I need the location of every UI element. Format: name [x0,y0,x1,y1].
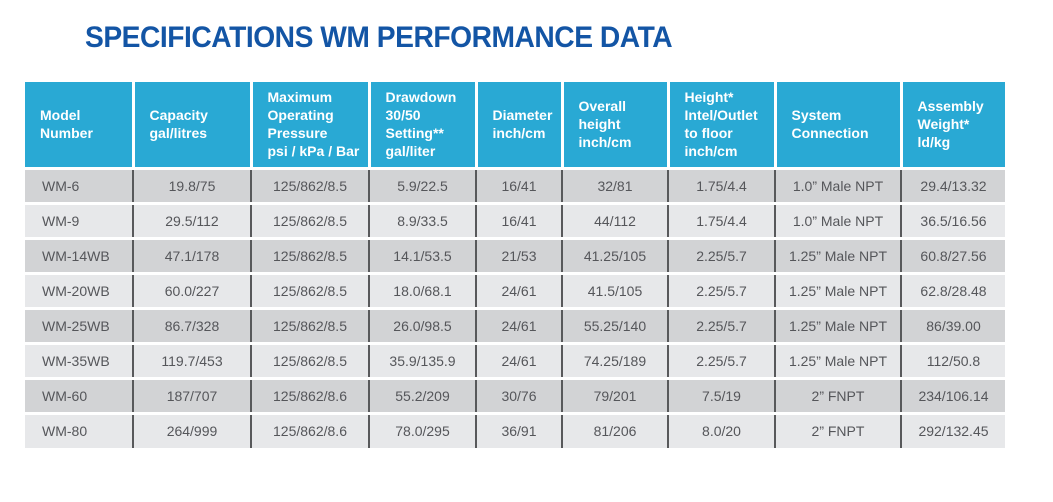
table-cell: 30/76 [475,376,562,413]
table-cell: 2” FNPT [774,411,901,448]
table-cell: 1.25” Male NPT [774,271,901,308]
model-number-cell: WM-20WB [25,271,133,308]
table-cell: 55.2/209 [368,376,476,413]
table-cell: 21/53 [475,236,562,273]
table-cell: 2.25/5.7 [667,236,775,273]
table-cell: 29.5/112 [132,201,251,238]
column-header: Overall height inch/cm [560,82,668,168]
table-cell: 35.9/135.9 [368,341,476,378]
table-cell: 125/862/8.6 [250,376,369,413]
model-number-cell: WM-25WB [25,306,133,343]
table-row: WM-6 19.8/75 125/862/8.5 5.9/22.5 16/41 32/81… [25,166,1005,203]
table-cell: 125/862/8.5 [250,341,369,378]
table-cell: 2” FNPT [774,376,901,413]
model-number-cell: WM-9 [25,201,133,238]
table-cell: 2.25/5.7 [667,271,775,308]
table-row: WM-9 29.5/112 125/862/8.5 8.9/33.5 16/41 44/1… [25,201,1005,238]
table-cell: 112/50.8 [900,341,1005,378]
table-cell: 86.7/328 [132,306,251,343]
table-cell: 5.9/22.5 [368,166,476,203]
table-cell: 24/61 [475,271,562,308]
table-cell: 125/862/8.5 [250,201,369,238]
table-cell: 1.25” Male NPT [774,306,901,343]
table-cell: 79/201 [561,376,668,413]
table-cell: 60.0/227 [132,271,251,308]
model-number-cell: WM-60 [25,376,133,413]
table-cell: 62.8/28.48 [900,271,1005,308]
table-cell: 8.0/20 [667,411,775,448]
table-cell: 125/862/8.5 [250,236,369,273]
table-row: WM-35WB 119.7/453 125/862/8.5 35.9/135.9 24/… [25,341,1005,378]
table-cell: 1.25” Male NPT [774,341,901,378]
table-cell: 41.25/105 [561,236,668,273]
model-number-cell: WM-14WB [25,236,133,273]
table-cell: 74.25/189 [561,341,668,378]
table-cell: 24/61 [475,306,562,343]
table-row: WM-14WB 47.1/178 125/862/8.5 14.1/53.5 21/53… [25,236,1005,273]
table-row: WM-25WB 86.7/328 125/862/8.5 26.0/98.5 24/61… [25,306,1005,343]
table-cell: 125/862/8.5 [250,306,369,343]
model-number-cell: WM-35WB [25,341,133,378]
table-cell: 125/862/8.5 [250,271,369,308]
model-number-cell: WM-80 [25,411,133,448]
table-cell: 18.0/68.1 [368,271,476,308]
table-cell: 44/112 [561,201,668,238]
column-header: Assembly Weight* ld/kg [899,82,1005,168]
table-cell: 8.9/33.5 [368,201,476,238]
table-cell: 1.75/4.4 [667,166,775,203]
table-header-row: Model Number Capacity gal/litres Maximum O… [25,82,1005,168]
table-cell: 1.75/4.4 [667,201,775,238]
table-cell: 19.8/75 [132,166,251,203]
table-cell: 2.25/5.7 [667,341,775,378]
column-header: Capacity gal/litres [131,82,251,168]
table-cell: 16/41 [475,201,562,238]
table-row: WM-60 187/707 125/862/8.6 55.2/209 30/76 79/2… [25,376,1005,413]
table-cell: 55.25/140 [561,306,668,343]
table-cell: 14.1/53.5 [368,236,476,273]
performance-data-table: Model Number Capacity gal/litres Maximum O… [25,82,1005,448]
table-cell: 1.25” Male NPT [774,236,901,273]
table-cell: 2.25/5.7 [667,306,775,343]
column-header: Model Number [25,82,133,168]
table-cell: 41.5/105 [561,271,668,308]
table-cell: 125/862/8.6 [250,411,369,448]
column-header: Maximum Operating Pressure psi / kPa / B… [249,82,369,168]
table-cell: 36.5/16.56 [900,201,1005,238]
column-header: Diameter inch/cm [474,82,562,168]
table-cell: 26.0/98.5 [368,306,476,343]
column-header: Drawdown 30/50 Setting** gal/liter [367,82,476,168]
table-body: WM-6 19.8/75 125/862/8.5 5.9/22.5 16/41 32/81… [25,166,1005,448]
table-row: WM-80 264/999 125/862/8.6 78.0/295 36/91 81/2… [25,411,1005,448]
page-title: SPECIFICATIONS WM PERFORMANCE DATA [85,21,673,54]
table-cell: 16/41 [475,166,562,203]
table-cell: 36/91 [475,411,562,448]
table-cell: 1.0” Male NPT [774,201,901,238]
table-row: WM-20WB 60.0/227 125/862/8.5 18.0/68.1 24/61… [25,271,1005,308]
table-cell: 86/39.00 [900,306,1005,343]
table-cell: 187/707 [132,376,251,413]
table-cell: 78.0/295 [368,411,476,448]
table-cell: 47.1/178 [132,236,251,273]
column-header: Height* Intel/Outlet to floor inch/cm [666,82,775,168]
model-number-cell: WM-6 [25,166,133,203]
table-cell: 7.5/19 [667,376,775,413]
table-cell: 125/862/8.5 [250,166,369,203]
table-cell: 60.8/27.56 [900,236,1005,273]
table-cell: 119.7/453 [132,341,251,378]
table-cell: 264/999 [132,411,251,448]
table-cell: 29.4/13.32 [900,166,1005,203]
table-cell: 81/206 [561,411,668,448]
table-cell: 24/61 [475,341,562,378]
table-cell: 234/106.14 [900,376,1005,413]
column-header: System Connection [773,82,901,168]
table-cell: 292/132.45 [900,411,1005,448]
table-cell: 32/81 [561,166,668,203]
table-cell: 1.0” Male NPT [774,166,901,203]
